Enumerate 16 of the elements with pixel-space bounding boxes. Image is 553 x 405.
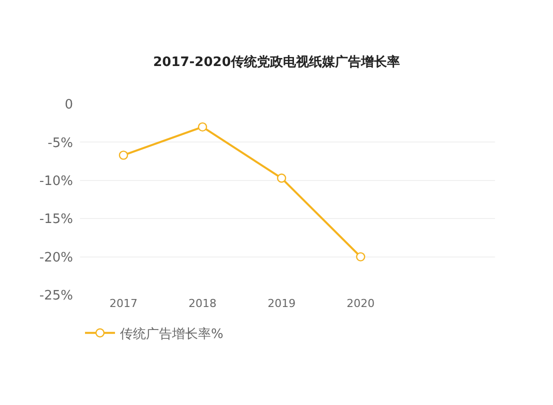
- x-tick-label: 2018: [188, 297, 217, 310]
- point: [118, 150, 128, 160]
- y-tick-label: -20%: [39, 250, 73, 266]
- y-tick-label: 0: [64, 98, 73, 113]
- point: [198, 122, 208, 132]
- y-tick-label: -25%: [39, 288, 73, 304]
- x-tick-label: 2017: [109, 297, 138, 310]
- x-tick-label: 2019: [268, 297, 296, 310]
- legend-label: 传统广告增长率%: [120, 326, 224, 342]
- y-tick-label: -5%: [48, 136, 73, 151]
- point: [276, 174, 286, 183]
- y-tick-label: -15%: [39, 212, 73, 228]
- y-tick-label: -10%: [39, 174, 73, 189]
- point: [356, 252, 366, 262]
- x-tick-label: 2020: [346, 297, 375, 310]
- chart-title: 2017-2020传统党政电视纸媒广告增长率: [153, 54, 400, 70]
